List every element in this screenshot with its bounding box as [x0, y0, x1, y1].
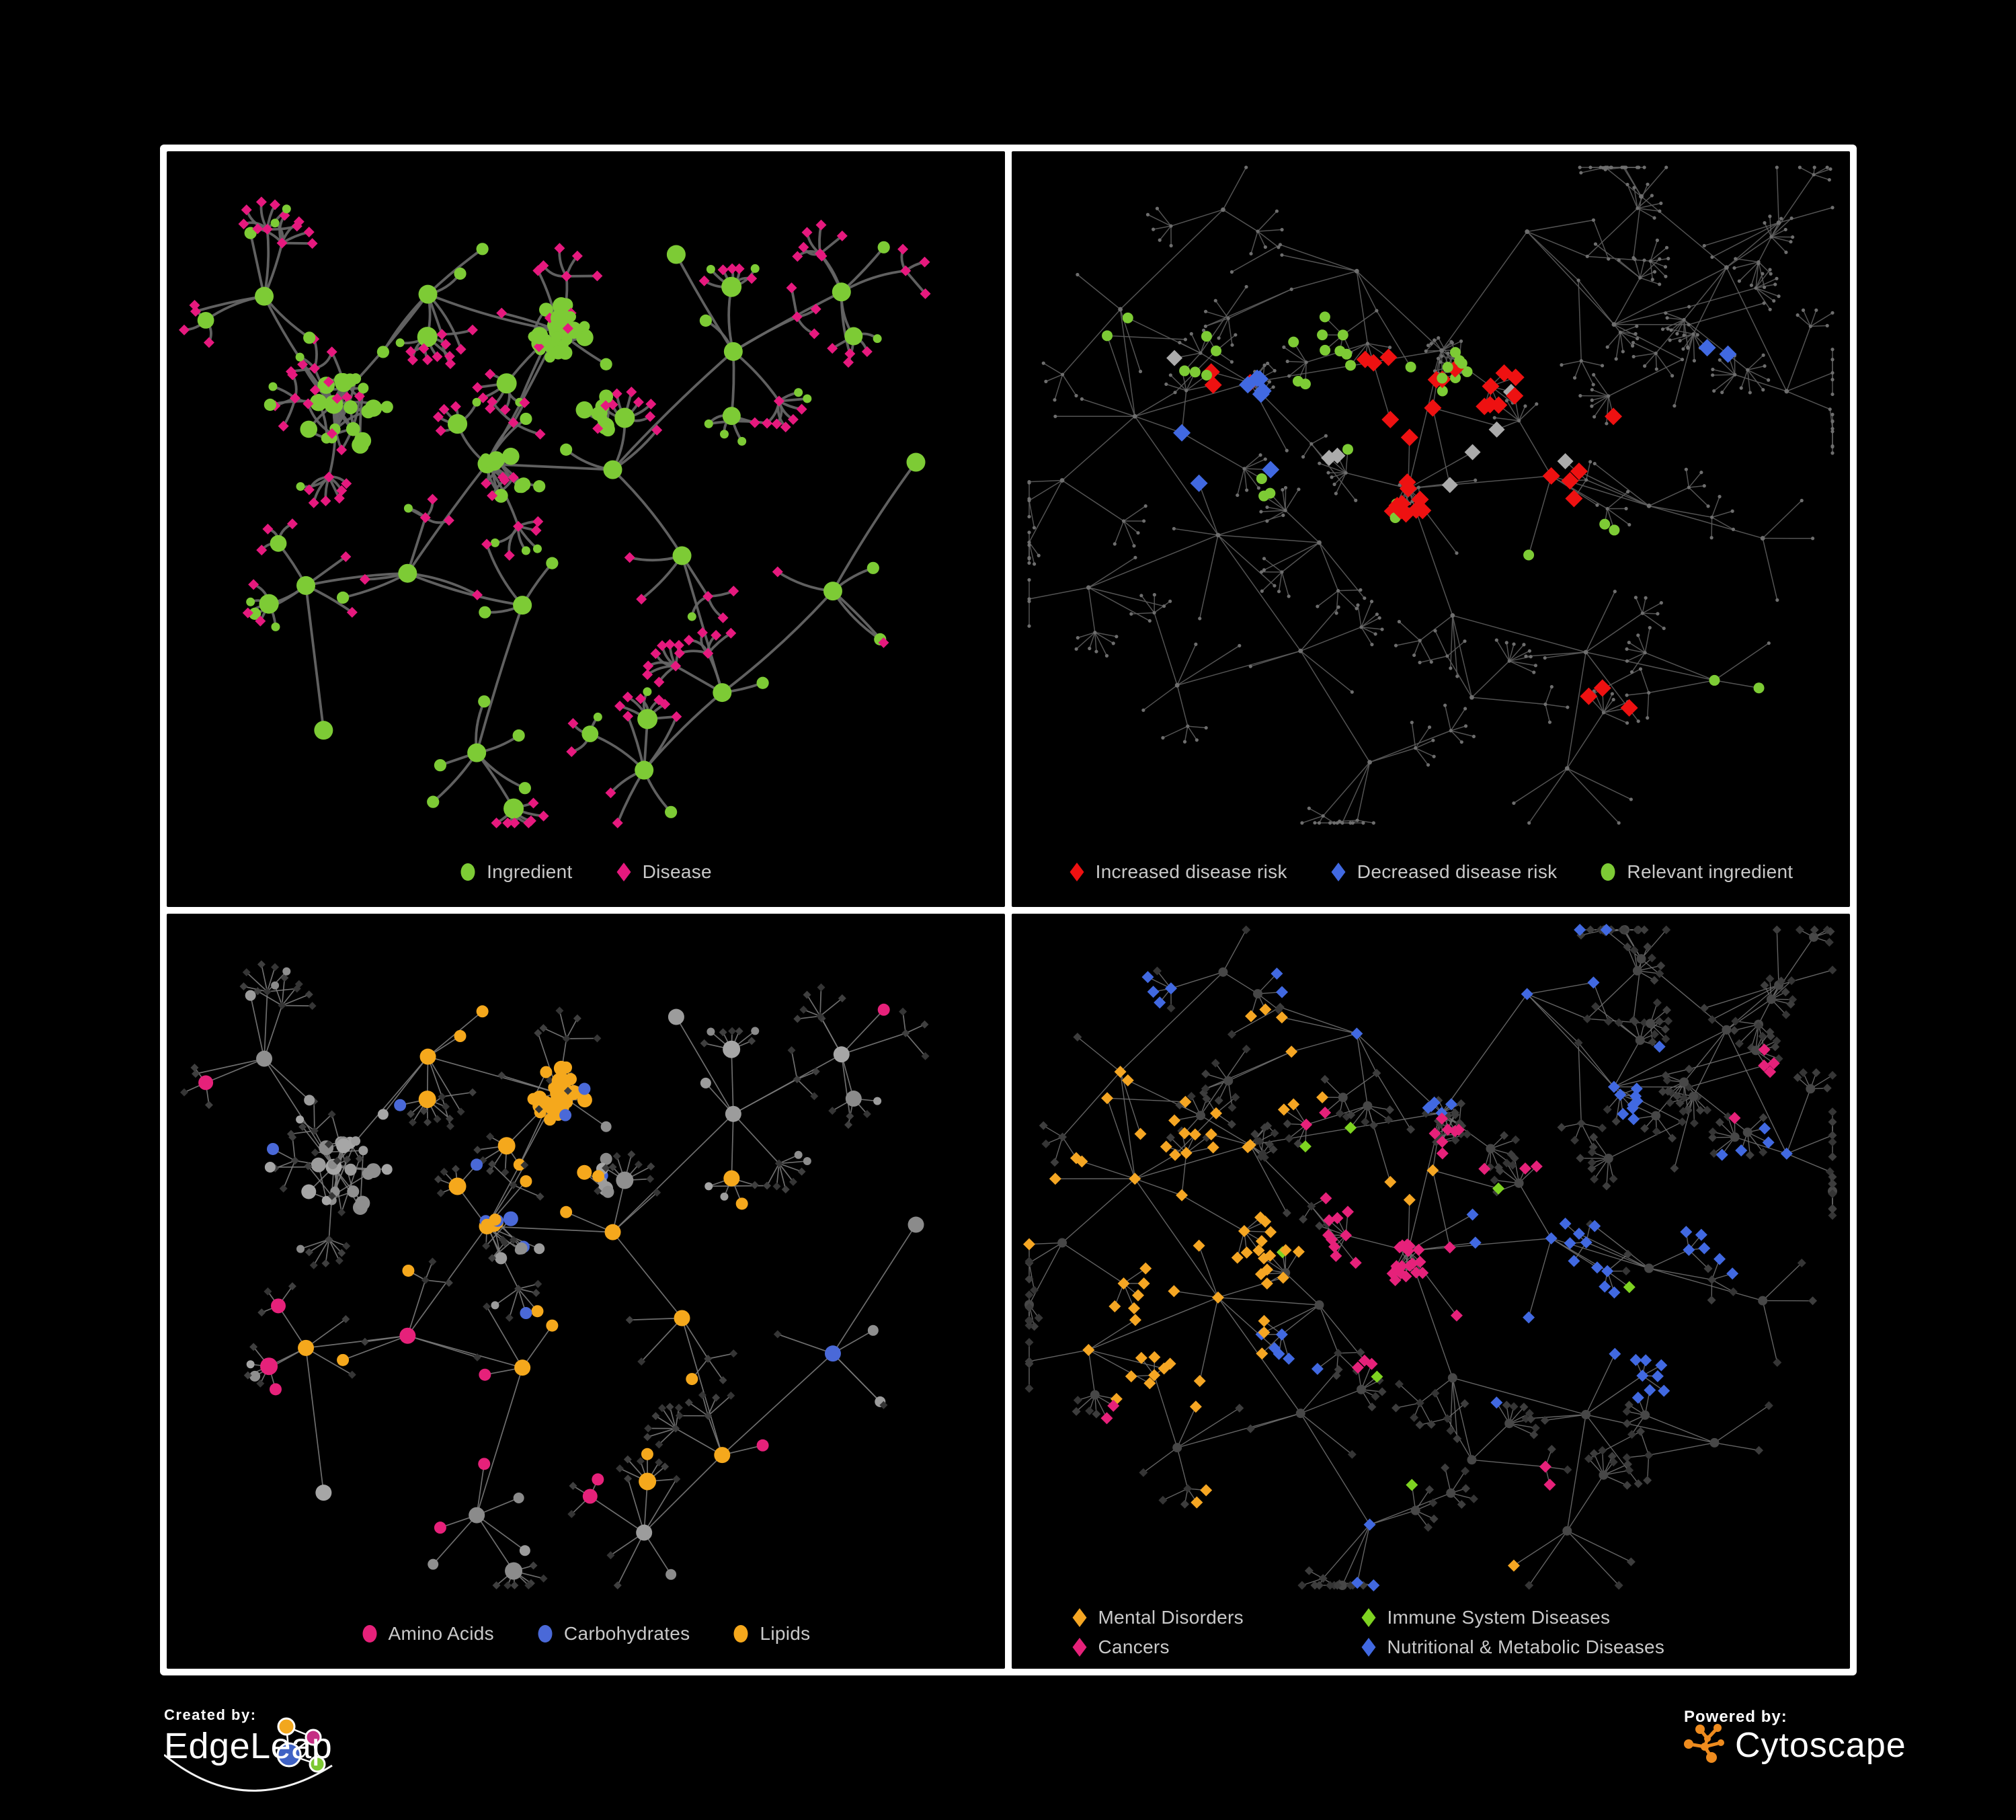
circle-swatch-icon [460, 863, 475, 881]
legend-nutrient-classes: Amino Acids Carbohydrates Lipids [167, 1623, 1005, 1645]
panel-nutrient-classes-network: Amino Acids Carbohydrates Lipids [167, 913, 1005, 1669]
diamond-swatch-icon [1361, 1608, 1375, 1627]
circle-swatch-icon [733, 1625, 748, 1643]
legend-item: Carbohydrates [537, 1623, 690, 1645]
legend-item: Disease [616, 861, 712, 883]
legend-item-label: Amino Acids [388, 1623, 494, 1644]
circle-swatch-icon [538, 1625, 553, 1643]
network-graph-nutrient-classes [180, 959, 930, 1589]
panel-grid: Ingredient Disease Increased disease risk… [160, 145, 1857, 1675]
legend-item: Relevant ingredient [1600, 861, 1793, 883]
legend-item-label: Disease [642, 861, 712, 882]
legend-item-label: Cancers [1098, 1636, 1170, 1657]
legend-item-label: Carbohydrates [563, 1623, 690, 1644]
edgeleap-wordmark: EdgeLeap [164, 1726, 333, 1766]
diamond-swatch-icon [1072, 1608, 1086, 1627]
legend-disease-risk: Increased disease risk Decreased disease … [1012, 861, 1850, 883]
legend-item: Immune System Diseases [1361, 1607, 1791, 1628]
legend-item-label: Increased disease risk [1095, 861, 1287, 882]
circle-swatch-icon [362, 1625, 377, 1643]
legend-item: Ingredient [460, 861, 573, 883]
network-graph-disease-risk [1027, 165, 1834, 825]
diamond-swatch-icon [1070, 862, 1084, 881]
legend-item-label: Nutritional & Metabolic Diseases [1387, 1636, 1665, 1657]
legend-item: Cancers [1072, 1636, 1361, 1658]
legend-item-label: Lipids [760, 1623, 811, 1644]
created-by-label: Created by: [164, 1706, 257, 1723]
edgeleap-credit: Created by: EdgeLeap [164, 1706, 406, 1820]
legend-disease-classes: Mental Disorders Immune System Diseases Ca… [1012, 1607, 1850, 1658]
legend-item: Lipids [733, 1623, 810, 1645]
network-graph-ingredient-disease [179, 196, 931, 828]
cytoscape-logo-icon [1684, 1724, 1724, 1763]
cytoscape-wordmark: Cytoscape [1735, 1726, 1906, 1765]
panel-disease-risk-network: Increased disease risk Decreased disease … [1012, 151, 1850, 907]
legend-item-label: Mental Disorders [1098, 1607, 1244, 1628]
legend-item: Amino Acids [362, 1623, 494, 1645]
powered-by-label: Powered by: [1684, 1708, 1787, 1726]
diamond-swatch-icon [1072, 1638, 1086, 1657]
diamond-swatch-icon [1331, 862, 1346, 881]
network-graph-disease-classes [1023, 923, 1837, 1591]
diamond-swatch-icon [1361, 1638, 1375, 1657]
diamond-swatch-icon [616, 862, 631, 881]
panel-ingredient-disease-network: Ingredient Disease [167, 151, 1005, 907]
legend-ingredient-disease: Ingredient Disease [167, 861, 1005, 883]
panel-disease-classes-network: Mental Disorders Immune System Diseases Ca… [1012, 913, 1850, 1669]
cytoscape-credit: Powered by: [1684, 1708, 1966, 1815]
legend-item: Nutritional & Metabolic Diseases [1361, 1636, 1791, 1658]
legend-item: Mental Disorders [1072, 1607, 1361, 1628]
legend-item-label: Decreased disease risk [1357, 861, 1558, 882]
legend-item-label: Immune System Diseases [1387, 1607, 1611, 1628]
legend-item-label: Relevant ingredient [1627, 861, 1793, 882]
legend-item-label: Ingredient [487, 861, 573, 882]
circle-swatch-icon [1601, 863, 1615, 881]
legend-item: Increased disease risk [1069, 861, 1287, 883]
legend-item: Decreased disease risk [1330, 861, 1558, 883]
